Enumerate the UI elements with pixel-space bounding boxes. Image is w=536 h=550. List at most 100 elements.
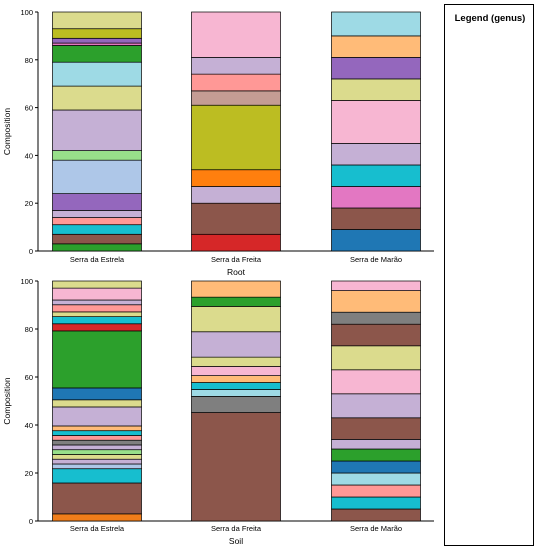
- bar-segment: [52, 28, 142, 39]
- bar-segment: [52, 454, 142, 460]
- legend: Legend (genus): [444, 4, 534, 546]
- bar-segment: [331, 229, 421, 252]
- x-tick-label: Serra da Estrela: [70, 524, 125, 533]
- x-tick-label: Serra de Marão: [350, 524, 402, 533]
- bar-segment: [191, 233, 281, 252]
- bar-segment: [191, 375, 281, 383]
- bar-segment: [52, 458, 142, 465]
- bar-segment: [191, 396, 281, 413]
- bar-segment: [331, 345, 421, 371]
- bar-segment: [52, 37, 142, 44]
- bar-segment: [52, 45, 142, 63]
- bar-segment: [331, 311, 421, 325]
- bar-segment: [331, 207, 421, 230]
- y-tick-label: 60: [25, 104, 33, 113]
- bar-segment: [52, 449, 142, 455]
- bar-segment: [331, 78, 421, 101]
- bar-segment: [191, 73, 281, 92]
- x-tick-label: Serra da Freita: [211, 524, 262, 533]
- y-tick-label: 60: [25, 373, 33, 382]
- bar-segment: [52, 316, 142, 325]
- y-tick-label: 100: [20, 8, 33, 17]
- bar-segment: [331, 186, 421, 209]
- legend-title: Legend (genus): [454, 13, 526, 24]
- y-tick-label: 100: [20, 277, 33, 286]
- bar-segment: [52, 444, 142, 451]
- bar-segment: [191, 366, 281, 376]
- bar-segment: [52, 159, 142, 194]
- bar-segment: [191, 57, 281, 75]
- bar-segment: [331, 369, 421, 395]
- bar-segment: [191, 306, 281, 333]
- bar-segment: [331, 460, 421, 474]
- bar-segment: [52, 109, 142, 151]
- bar-segment: [52, 323, 142, 332]
- bar-segment: [52, 468, 142, 484]
- bar-segment: [52, 304, 142, 313]
- bar-segment: [52, 217, 142, 226]
- bar-segment: [52, 42, 142, 46]
- y-tick-label: 20: [25, 469, 33, 478]
- bar-segment: [52, 224, 142, 235]
- bar-segment: [52, 150, 142, 161]
- bar-segment: [191, 104, 281, 171]
- bar-segment: [52, 439, 142, 446]
- bar-segment: [191, 202, 281, 235]
- bar-segment: [52, 85, 142, 111]
- bar-segment: [52, 287, 142, 301]
- bar-segment: [52, 233, 142, 245]
- x-tick-label: Serra da Estrela: [70, 255, 125, 264]
- bar-segment: [331, 323, 421, 347]
- bar-segment: [331, 417, 421, 440]
- bar-segment: [191, 186, 281, 204]
- bar-segment: [331, 484, 421, 498]
- bar-segment: [52, 399, 142, 408]
- bar-segment: [191, 280, 281, 298]
- bar-segment: [331, 439, 421, 450]
- y-tick-label: 40: [25, 151, 33, 160]
- bar-segment: [52, 435, 142, 441]
- bar-segment: [331, 290, 421, 313]
- bar-segment: [331, 100, 421, 144]
- bar-segment: [52, 243, 142, 252]
- bar-segment: [191, 169, 281, 187]
- y-tick-label: 0: [29, 247, 33, 256]
- x-tick-label: Serra de Marão: [350, 255, 402, 264]
- bar-segment: [331, 496, 421, 510]
- bar-segment: [52, 482, 142, 515]
- bar-segment: [331, 448, 421, 462]
- bar-segment: [52, 193, 142, 211]
- bar-segment: [191, 356, 281, 367]
- bar-segment: [52, 463, 142, 470]
- x-axis-title: Soil: [229, 536, 243, 546]
- y-tick-label: 40: [25, 421, 33, 430]
- bar-segment: [52, 387, 142, 401]
- bar-segment: [191, 331, 281, 358]
- bar-segment: [52, 299, 142, 306]
- bar-segment: [191, 389, 281, 397]
- bar-segment: [331, 57, 421, 80]
- bar-segment: [52, 11, 142, 30]
- bar-segment: [331, 393, 421, 419]
- bar-segment: [331, 143, 421, 166]
- y-axis-title: Composition: [2, 377, 12, 425]
- bar-segment: [331, 164, 421, 187]
- bar-segment: [191, 412, 281, 522]
- bar-segment: [191, 11, 281, 58]
- y-tick-label: 0: [29, 517, 33, 526]
- bar-segment: [52, 406, 142, 427]
- bar-segment: [52, 425, 142, 432]
- bar-segment: [52, 280, 142, 289]
- bar-segment: [52, 61, 142, 87]
- bar-segment: [331, 280, 421, 291]
- bar-segment: [331, 35, 421, 58]
- x-axis-title: Root: [227, 267, 246, 277]
- bar-segment: [191, 382, 281, 390]
- bar-segment: [52, 210, 142, 218]
- bar-segment: [191, 296, 281, 307]
- y-tick-label: 80: [25, 325, 33, 334]
- bar-segment: [52, 311, 142, 317]
- y-tick-label: 80: [25, 56, 33, 65]
- bar-segment: [191, 90, 281, 106]
- bar-segment: [331, 508, 421, 522]
